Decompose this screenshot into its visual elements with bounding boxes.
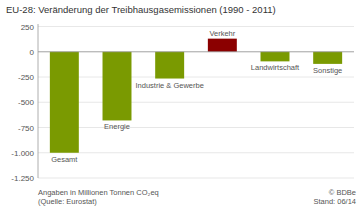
y-tick-label: 0: [30, 48, 35, 57]
footnote: Angaben in Millionen Tonnen CO₂eq(Quelle…: [38, 188, 159, 206]
chart-container: EU-28: Veränderung der Treibhausgasemiss…: [0, 0, 362, 214]
zero-line: [38, 51, 354, 52]
bar: [50, 52, 79, 153]
footnote: © BDBeStand: 06/14: [313, 188, 356, 206]
bar: [155, 52, 184, 79]
category-label: Landwirtschaft: [251, 63, 300, 72]
grid: [38, 27, 354, 178]
grid-line: [38, 127, 354, 128]
y-tick-label: -250: [18, 73, 35, 82]
grid-line: [38, 77, 354, 78]
category-label: Energie: [104, 122, 130, 131]
grid-line: [38, 51, 354, 52]
category-label: Verkehr: [209, 29, 235, 38]
grid-line: [38, 152, 354, 153]
grid-line: [38, 102, 354, 103]
grid-line: [38, 178, 354, 179]
y-tick-label: -1.000: [11, 149, 34, 158]
bar: [313, 52, 342, 64]
y-tick-label: 250: [21, 23, 35, 32]
y-tick-label: -750: [18, 124, 35, 133]
category-label: Industrie & Gewerbe: [135, 81, 203, 90]
title: EU-28: Veränderung der Treibhausgasemiss…: [6, 4, 276, 15]
category-label: Sonstige: [313, 66, 342, 75]
y-tick-label: -1.250: [11, 174, 34, 183]
grid-line: [38, 26, 354, 27]
bar: [261, 52, 290, 62]
y-tick-label: -500: [18, 98, 35, 107]
chart-svg: EU-28: Veränderung der Treibhausgasemiss…: [0, 0, 362, 214]
y-axis-line: [38, 24, 39, 178]
bars: [50, 39, 342, 153]
category-label: Gesamt: [51, 155, 78, 164]
bar: [208, 39, 237, 52]
bar: [103, 52, 132, 121]
